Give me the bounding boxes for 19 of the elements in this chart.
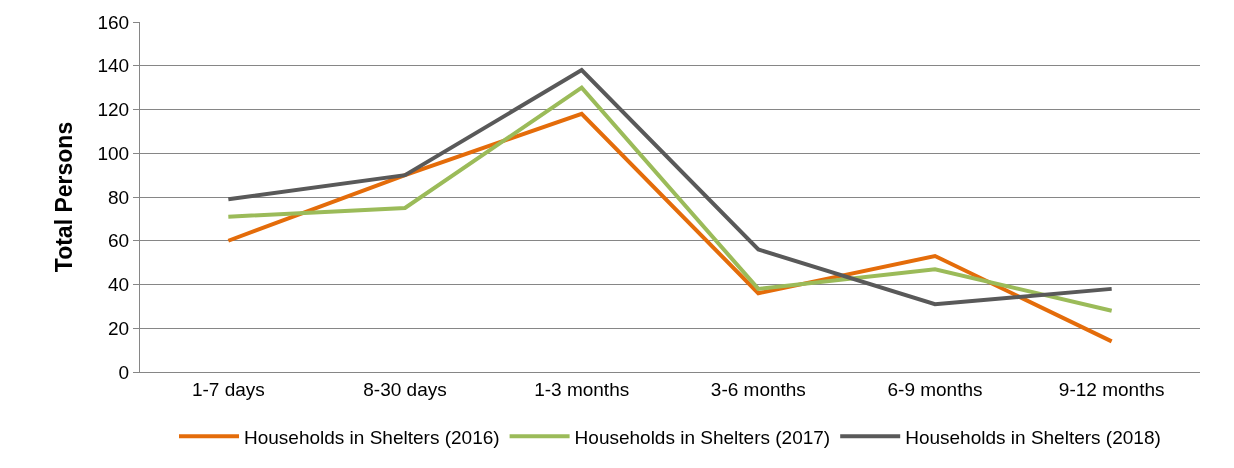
legend-label: Households in Shelters (2017) xyxy=(574,426,831,448)
y-tick-label: 0 xyxy=(118,361,130,383)
y-tick-label: 60 xyxy=(108,230,130,252)
y-axis-title: Total Persons xyxy=(50,121,77,273)
y-tick-label: 20 xyxy=(108,317,130,339)
y-tick-label: 40 xyxy=(108,274,130,296)
y-tick-label: 120 xyxy=(97,99,130,121)
x-tick-label: 9-12 months xyxy=(1058,378,1165,400)
x-tick-label: 8-30 days xyxy=(363,378,447,400)
x-tick-label: 1-7 days xyxy=(191,378,265,400)
x-tick-label: 3-6 months xyxy=(710,378,806,400)
y-tick-label: 140 xyxy=(97,55,130,77)
y-tick-label: 100 xyxy=(97,142,130,164)
x-tick-label: 1-3 months xyxy=(534,378,630,400)
legend-label: Households in Shelters (2016) xyxy=(244,426,500,448)
x-tick-label: 6-9 months xyxy=(887,378,983,400)
legend-label: Households in Shelters (2018) xyxy=(905,426,1161,448)
y-tick-label: 80 xyxy=(108,186,130,208)
y-tick-label: 160 xyxy=(97,11,130,33)
